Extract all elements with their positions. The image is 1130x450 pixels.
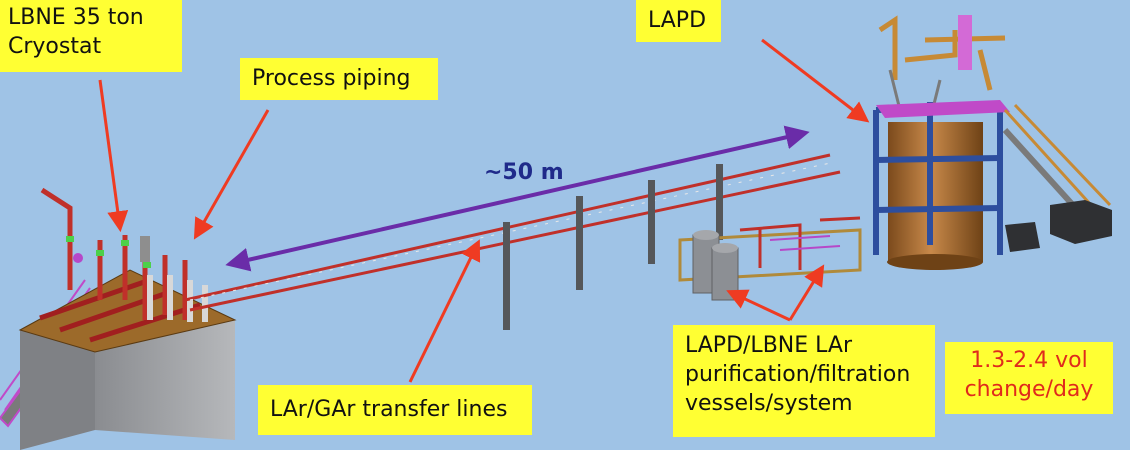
lapd-structure bbox=[873, 15, 1112, 270]
cryostat-35ton bbox=[0, 187, 237, 450]
label-cryostat: LBNE 35 ton Cryostat bbox=[0, 0, 182, 72]
label-purification: LAPD/LBNE LAr purification/filtration ve… bbox=[673, 325, 935, 437]
arrow-purification-right bbox=[788, 264, 825, 321]
label-purification-line2: purification/filtration bbox=[685, 362, 911, 387]
label-cryostat-line2: Cryostat bbox=[8, 34, 102, 59]
label-cryostat-line1: LBNE 35 ton bbox=[8, 5, 144, 30]
arrow-lapd bbox=[761, 38, 870, 123]
arrow-process-piping bbox=[193, 109, 270, 240]
distance-arrow bbox=[225, 125, 810, 272]
arrow-cryostat bbox=[98, 79, 129, 233]
callout-arrows bbox=[98, 38, 870, 383]
arrow-transfer-lines bbox=[408, 239, 481, 383]
label-process-piping: Process piping bbox=[240, 58, 438, 100]
label-rate-line2: change/day bbox=[964, 377, 1094, 402]
label-purification-line1: LAPD/LBNE LAr bbox=[685, 333, 852, 358]
label-purification-line3: vessels/system bbox=[685, 391, 853, 416]
cryostat-box-top bbox=[18, 269, 237, 353]
label-rate-line1: 1.3-2.4 vol bbox=[970, 348, 1088, 373]
arrow-purification-left bbox=[726, 289, 791, 322]
distance-label: ~50 m bbox=[484, 160, 564, 185]
label-volume-change-rate: 1.3-2.4 vol change/day bbox=[945, 342, 1113, 414]
label-lapd: LAPD bbox=[636, 0, 721, 42]
label-transfer-lines: LAr/GAr transfer lines bbox=[258, 385, 532, 435]
lapd-tank bbox=[888, 122, 983, 262]
